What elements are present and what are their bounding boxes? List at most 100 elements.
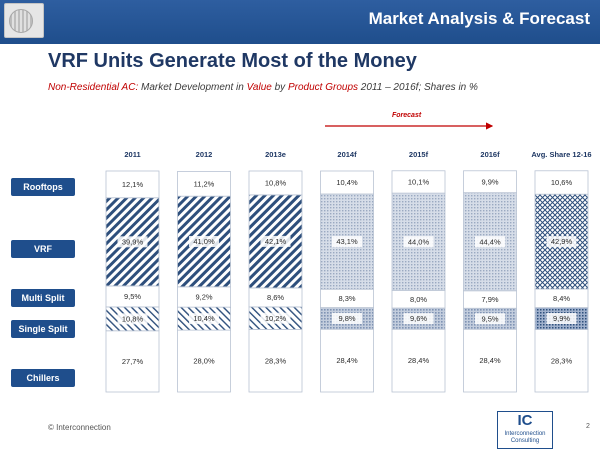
- bar-label-bg-vrf-2011: [117, 236, 148, 248]
- bar-label-vrf-2015f: 44,0%: [408, 237, 430, 246]
- category-label-2011: 2011: [124, 150, 140, 159]
- bar-label-vrf-2011: 39,9%: [122, 237, 144, 246]
- bar-label-single-split-2015f: 9,6%: [410, 314, 427, 323]
- bar-label-bg-chillers-2016f: [475, 355, 505, 367]
- logo-line1: Interconnection: [504, 431, 546, 437]
- category-label-avg-share-12-16: Avg. Share 12-16: [531, 150, 591, 159]
- bar-label-bg-single-split-avg-share-12-16: [546, 313, 577, 325]
- bar-label-multi-split-2014f: 8,3%: [338, 294, 355, 303]
- bar-label-bg-multi-split-2012: [189, 291, 219, 303]
- bar-label-rooftops-2015f: 10,1%: [408, 178, 430, 187]
- bar-label-vrf-2016f: 44,4%: [479, 237, 501, 246]
- bar-label-bg-chillers-2014f: [332, 355, 362, 367]
- bar-label-rooftops-2013e: 10,8%: [265, 179, 287, 188]
- bar-label-rooftops-avg-share-12-16: 10,6%: [551, 178, 573, 187]
- category-label-2012: 2012: [196, 150, 213, 159]
- bar-label-bg-multi-split-2015f: [403, 293, 434, 305]
- bar-label-bg-chillers-2013e: [260, 355, 291, 367]
- bar-label-multi-split-2016f: 7,9%: [481, 295, 498, 304]
- bar-label-rooftops-2011: 12,1%: [122, 180, 144, 189]
- bar-label-bg-single-split-2016f: [475, 313, 505, 325]
- bar-label-multi-split-2013e: 8,6%: [267, 293, 284, 302]
- bar-label-single-split-2011: 10,8%: [122, 314, 144, 323]
- bar-label-bg-multi-split-avg-share-12-16: [546, 292, 577, 304]
- fan-icon: [9, 9, 33, 33]
- category-label-2015f: 2015f: [409, 150, 429, 159]
- bar-label-bg-vrf-2016f: [475, 236, 505, 248]
- page-title: VRF Units Generate Most of the Money: [48, 50, 417, 72]
- company-logo: IC Interconnection Consulting: [497, 411, 553, 449]
- bar-label-bg-rooftops-2012: [189, 178, 219, 190]
- bar-label-chillers-2012: 28,0%: [193, 357, 215, 366]
- subtitle-part-4: Product Groups: [287, 82, 359, 93]
- legend-vrf: VRF: [11, 240, 75, 258]
- bar-label-bg-rooftops-2015f: [403, 176, 434, 188]
- legend-chillers: Chillers: [11, 369, 75, 387]
- header-band: [0, 0, 600, 44]
- bar-label-vrf-avg-share-12-16: 42,9%: [551, 237, 573, 246]
- legend-single-split: Single Split: [11, 320, 75, 338]
- bar-label-chillers-2014f: 28,4%: [336, 356, 358, 365]
- bar-label-single-split-avg-share-12-16: 9,9%: [553, 314, 570, 323]
- bar-label-bg-rooftops-2014f: [332, 176, 362, 188]
- bar-label-bg-chillers-avg-share-12-16: [546, 355, 577, 367]
- bar-label-multi-split-avg-share-12-16: 8,4%: [553, 294, 570, 303]
- logo-line2: Consulting: [510, 438, 540, 444]
- ac-unit-image: [4, 3, 44, 38]
- bar-label-bg-single-split-2012: [189, 313, 219, 325]
- copyright: © Interconnection: [48, 423, 111, 432]
- bar-label-bg-multi-split-2016f: [475, 294, 505, 306]
- category-label-2016f: 2016f: [480, 150, 500, 159]
- subtitle-part-5: 2011 – 2016f; Shares in %: [358, 82, 478, 93]
- bar-label-rooftops-2016f: 9,9%: [481, 177, 498, 186]
- bar-label-bg-multi-split-2014f: [332, 292, 362, 304]
- bar-label-chillers-2016f: 28,4%: [479, 356, 501, 365]
- bar-label-bg-chillers-2011: [117, 355, 148, 367]
- forecast-label: Forecast: [392, 112, 422, 119]
- bar-label-bg-multi-split-2011: [117, 290, 148, 302]
- bar-label-bg-vrf-2015f: [403, 236, 434, 248]
- bar-label-bg-chillers-2012: [189, 355, 219, 367]
- bar-label-vrf-2012: 41,0%: [193, 237, 215, 246]
- subtitle-part-1: Market Development in: [138, 82, 247, 93]
- bar-label-bg-single-split-2011: [117, 313, 148, 325]
- bar-label-bg-single-split-2014f: [332, 312, 362, 324]
- bar-label-bg-multi-split-2013e: [260, 291, 291, 303]
- bar-label-bg-vrf-avg-share-12-16: [546, 236, 577, 248]
- subtitle-part-2: Value: [246, 82, 272, 93]
- bar-label-rooftops-2014f: 10,4%: [336, 178, 358, 187]
- subtitle-part-0: Non-Residential AC:: [48, 82, 139, 93]
- bar-label-vrf-2014f: 43,1%: [336, 237, 358, 246]
- legend-rooftops: Rooftops: [11, 178, 75, 196]
- bar-label-bg-chillers-2015f: [403, 355, 434, 367]
- bar-label-multi-split-2011: 9,5%: [124, 292, 141, 301]
- bar-label-single-split-2013e: 10,2%: [265, 314, 287, 323]
- category-label-2014f: 2014f: [337, 150, 357, 159]
- bar-label-bg-rooftops-2011: [117, 178, 148, 190]
- page-subtitle: Non-Residential AC: Market Development i…: [48, 82, 478, 93]
- bar-label-chillers-avg-share-12-16: 28,3%: [551, 356, 573, 365]
- bar-label-bg-rooftops-2013e: [260, 177, 291, 189]
- subtitle-part-3: by: [271, 82, 288, 93]
- bars-group: 27,7% 10,8% 9,5% 39,9% 12,1% 28,0% 10,4% 9,2% 41…: [105, 170, 589, 393]
- bar-label-vrf-2013e: 42,1%: [265, 237, 287, 246]
- bar-label-rooftops-2012: 11,2%: [194, 179, 215, 188]
- bar-label-bg-vrf-2014f: [332, 236, 362, 248]
- logo-mark: IC: [517, 412, 533, 429]
- bar-label-bg-rooftops-2016f: [475, 176, 505, 188]
- legend-multi-split: Multi Split: [11, 289, 75, 307]
- bar-label-bg-vrf-2013e: [260, 235, 291, 247]
- bar-label-bg-vrf-2012: [189, 235, 219, 247]
- bar-label-single-split-2014f: 9,8%: [338, 314, 355, 323]
- bar-label-single-split-2016f: 9,5%: [481, 314, 498, 323]
- bar-label-chillers-2015f: 28,4%: [408, 356, 430, 365]
- bar-label-single-split-2012: 10,4%: [193, 314, 215, 323]
- header-title: Market Analysis & Forecast: [368, 9, 590, 28]
- page-number: 2: [586, 423, 590, 430]
- bar-label-chillers-2013e: 28,3%: [265, 356, 287, 365]
- bar-label-bg-rooftops-avg-share-12-16: [546, 176, 577, 188]
- bar-label-multi-split-2015f: 8,0%: [410, 295, 427, 304]
- category-label-2013e: 2013e: [265, 150, 286, 159]
- bar-label-bg-single-split-2013e: [260, 312, 291, 324]
